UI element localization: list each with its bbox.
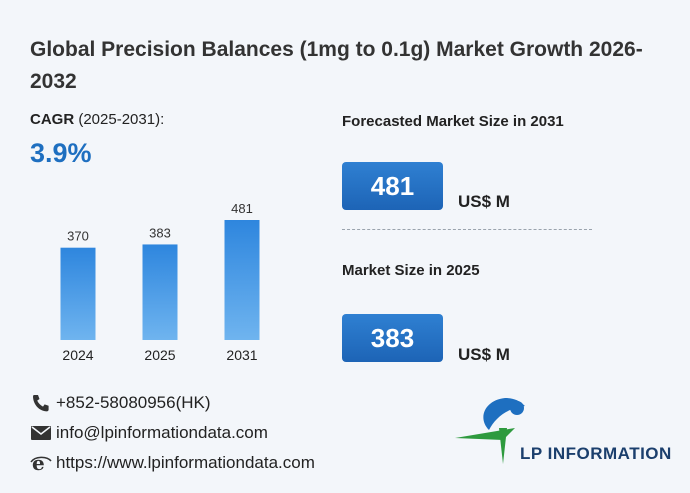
contact-phone: +852-58080956(HK) bbox=[30, 393, 211, 413]
contact-website: e https://www.lpinformationdata.com bbox=[30, 453, 315, 473]
tick-label-2025: 2025 bbox=[144, 347, 175, 363]
svg-text:e: e bbox=[32, 453, 45, 473]
bar-2031 bbox=[224, 220, 260, 340]
web-icon: e bbox=[30, 453, 52, 473]
email-text[interactable]: info@lpinformationdata.com bbox=[56, 423, 268, 442]
cagr-label: CAGR (2025-2031): bbox=[30, 111, 164, 128]
brand-name: LP INFORMATION bbox=[520, 444, 672, 463]
forecast-unit: US$ M bbox=[458, 192, 510, 211]
phone-text: +852-58080956(HK) bbox=[56, 393, 211, 412]
data-label-2024: 370 bbox=[67, 229, 89, 244]
current-value-box: 383 bbox=[342, 314, 443, 362]
website-text[interactable]: https://www.lpinformationdata.com bbox=[56, 453, 315, 472]
tick-label-2031: 2031 bbox=[226, 347, 257, 363]
phone-icon bbox=[33, 395, 49, 412]
cagr-label-period: (2025-2031): bbox=[74, 111, 165, 128]
lp-logo-icon bbox=[455, 398, 525, 464]
current-label: Market Size in 2025 bbox=[342, 262, 480, 279]
data-label-2031: 481 bbox=[231, 201, 253, 216]
page-title: Global Precision Balances (1mg to 0.1g) … bbox=[30, 38, 643, 93]
bar-2024 bbox=[60, 247, 96, 340]
forecast-label: Forecasted Market Size in 2031 bbox=[342, 113, 564, 130]
tick-label-2024: 2024 bbox=[62, 347, 93, 363]
email-icon bbox=[31, 426, 51, 440]
forecast-value-box: 481 bbox=[342, 162, 443, 210]
current-unit: US$ M bbox=[458, 345, 510, 364]
cagr-value: 3.9% bbox=[30, 138, 92, 168]
divider bbox=[342, 229, 592, 230]
data-label-2025: 383 bbox=[149, 225, 171, 240]
bar-2025 bbox=[142, 244, 178, 340]
contact-email: info@lpinformationdata.com bbox=[30, 423, 268, 443]
cagr-label-bold: CAGR bbox=[30, 111, 75, 128]
